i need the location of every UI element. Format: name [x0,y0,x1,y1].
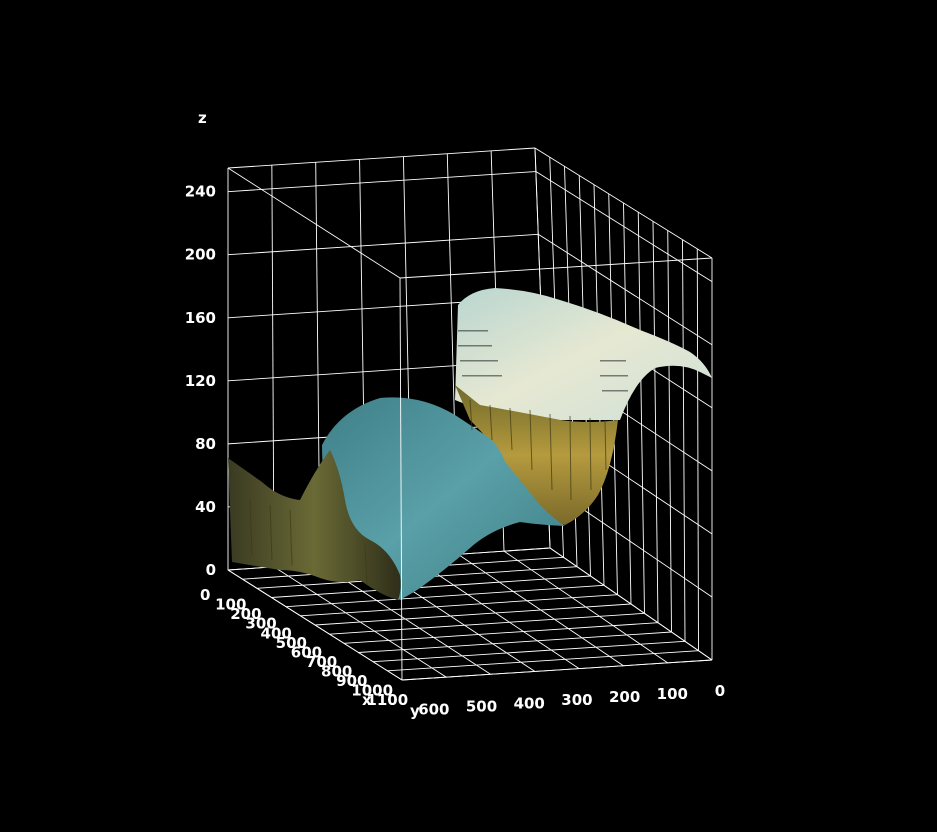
front-top-edge [399,257,713,279]
x-tick-label: 0 [200,586,210,604]
x-tick-label: 700 [306,653,337,671]
floor-gridline-x [358,631,672,653]
z-tick-label: 240 [185,183,216,201]
z-tick-label: 120 [185,372,216,390]
floor-gridline-y [503,550,668,664]
z-tick-label: 80 [195,435,216,453]
x-tick-label: 200 [230,605,261,623]
x-tick-label: 1100 [366,691,408,709]
back-wall-z-gridline [227,171,536,193]
floor-gridline-x [271,575,591,598]
x-tick-label: 400 [261,624,292,642]
x-tick-label: 800 [321,663,352,681]
y-tick-label: 400 [514,694,545,712]
surface-far-ridge [455,288,712,420]
front-vertical-edge [399,277,403,681]
y-axis-label: y [410,702,420,720]
floor-gridline-y [457,553,624,667]
floor-gridline-x [372,640,686,663]
x-tick-label: 500 [276,634,307,652]
back-wall-z-gridline [227,233,539,256]
y-axis-ticks: 600 500 400 300 200 100 0 [418,682,725,718]
back-wall-top-edge [227,147,536,169]
x-tick-label: 300 [245,615,276,633]
x-tick-label: 600 [291,643,322,661]
y-tick-label: 300 [561,691,592,709]
x-tick-label: 100 [215,596,246,614]
floor-gridline-x [300,594,618,617]
floor-gridline-x [329,612,645,635]
x-tick-label: 900 [336,672,367,690]
side-wall-vertical-gridline [696,248,699,651]
floor-gridline-y [319,563,491,675]
floor-gridline-x [343,622,659,644]
floor-gridline-x [285,584,605,608]
side-wall-vertical-gridline [667,230,672,633]
floor-gridline-x [314,603,632,626]
textured-surface [228,288,712,600]
y-tick-label: 600 [418,700,449,718]
floor-gridline-y [411,557,580,669]
floor-gridline-x [387,650,699,672]
surface-forest-band [455,385,618,525]
y-tick-label: 200 [609,688,640,706]
side-wall-vertical-gridline [637,212,645,614]
y-tick-label: 500 [466,697,497,715]
y-tick-label: 100 [657,685,688,703]
z-tick-label: 160 [185,309,216,327]
front-bottom-edge [401,659,713,681]
side-wall-vertical-gridline [623,202,632,605]
front-left-bottom-edge [227,569,403,681]
floor-gridline-y [549,547,713,661]
z-tick-label: 0 [206,561,216,579]
side-wall-vertical-gridline [682,239,686,642]
x-tick-label: 1000 [351,682,393,700]
x-axis-label: x [362,691,372,709]
side-wall-vertical-gridline [652,221,659,623]
front-box-edges [227,257,713,681]
z-axis-ticks: 0 40 80 120 160 200 240 [185,183,216,579]
surface-tree-texture [249,399,607,593]
z-axis-label: z [198,109,207,127]
left-wall-top-edge [227,167,401,279]
y-tick-label: 0 [715,682,725,700]
floor-gridline-y [273,566,447,678]
z-tick-label: 40 [195,498,216,516]
surface-steep-face-dots [458,330,628,392]
z-tick-label: 200 [185,246,216,264]
surface-rock-slope [228,450,401,600]
